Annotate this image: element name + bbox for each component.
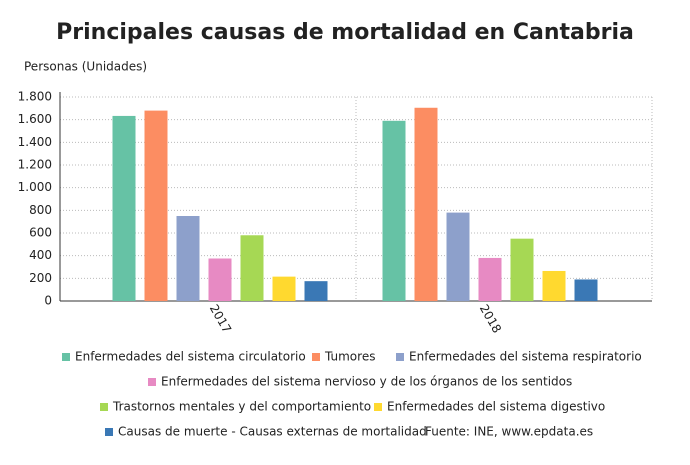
legend-label: Tumores bbox=[324, 350, 375, 364]
y-tick-label: 200 bbox=[29, 271, 52, 285]
y-tick-label: 1.400 bbox=[18, 135, 52, 149]
y-tick-label: 400 bbox=[29, 248, 52, 262]
legend-swatch bbox=[396, 353, 404, 361]
y-axis-label: Personas (Unidades) bbox=[24, 60, 147, 74]
bar bbox=[574, 279, 598, 301]
y-tick-label: 0 bbox=[44, 294, 52, 308]
y-tick-label: 600 bbox=[29, 226, 52, 240]
y-tick-label: 1.800 bbox=[18, 90, 52, 104]
legend-label: Enfermedades del sistema digestivo bbox=[387, 400, 605, 414]
bar bbox=[478, 257, 502, 301]
legend-swatch bbox=[105, 428, 113, 436]
y-tick-label: 800 bbox=[29, 203, 52, 217]
legend-swatch bbox=[148, 378, 156, 386]
legend-swatch bbox=[62, 353, 70, 361]
y-tick-label: 1.000 bbox=[18, 180, 52, 194]
bar bbox=[144, 110, 168, 301]
bar bbox=[272, 276, 296, 301]
chart-title: Principales causas de mortalidad en Cant… bbox=[56, 20, 634, 45]
bar bbox=[510, 238, 534, 301]
bar bbox=[304, 281, 328, 301]
legend-label: Trastornos mentales y del comportamiento bbox=[112, 400, 371, 414]
legend-label: Enfermedades del sistema circulatorio bbox=[75, 350, 306, 364]
bar bbox=[542, 270, 566, 301]
bar bbox=[240, 235, 264, 301]
y-tick-label: 1.600 bbox=[18, 112, 52, 126]
legend-swatch bbox=[374, 403, 382, 411]
bar bbox=[446, 212, 470, 301]
legend-label: Enfermedades del sistema respiratorio bbox=[409, 350, 642, 364]
y-tick-label: 1.200 bbox=[18, 158, 52, 172]
legend-label: Enfermedades del sistema nervioso y de l… bbox=[161, 375, 572, 389]
bar bbox=[208, 258, 232, 301]
bar bbox=[382, 120, 406, 301]
bar bbox=[112, 115, 136, 301]
source: Fuente: INE, www.epdata.es bbox=[425, 425, 593, 439]
legend-swatch bbox=[312, 353, 320, 361]
legend-swatch bbox=[100, 403, 108, 411]
x-tick-label: 2017 bbox=[207, 302, 234, 335]
x-tick-label: 2018 bbox=[477, 302, 504, 335]
bar bbox=[414, 107, 438, 302]
legend-label: Causas de muerte - Causas externas de mo… bbox=[118, 425, 427, 439]
bar bbox=[176, 216, 200, 301]
